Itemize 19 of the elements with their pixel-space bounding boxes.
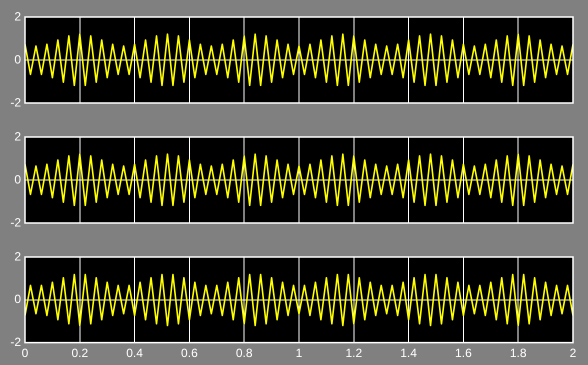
y-tick-label: 2 xyxy=(14,9,22,24)
x-tick-label: 0.6 xyxy=(181,346,198,360)
x-tick-label: 1.2 xyxy=(345,346,362,360)
y-tick-label: 2 xyxy=(14,249,22,264)
y-tick-label: -2 xyxy=(10,95,22,110)
y-tick-label: -2 xyxy=(10,334,22,349)
x-tick-label: 1.6 xyxy=(455,346,472,360)
x-tick-label: 0.4 xyxy=(126,346,144,360)
y-tick-label: 0 xyxy=(14,52,22,66)
y-tick-label: 0 xyxy=(14,172,22,186)
y-tick-label: 2 xyxy=(14,129,22,144)
y-tick-label: -2 xyxy=(10,215,22,230)
x-tick-label: 1.8 xyxy=(510,346,527,360)
x-tick-label: 0.2 xyxy=(71,346,88,360)
x-tick-label: 1 xyxy=(296,346,303,360)
x-tick-label: 0.8 xyxy=(236,346,253,360)
x-tick-label: 2 xyxy=(570,346,577,360)
x-tick-label: 1.4 xyxy=(400,346,418,360)
y-tick-label: 0 xyxy=(14,292,22,306)
